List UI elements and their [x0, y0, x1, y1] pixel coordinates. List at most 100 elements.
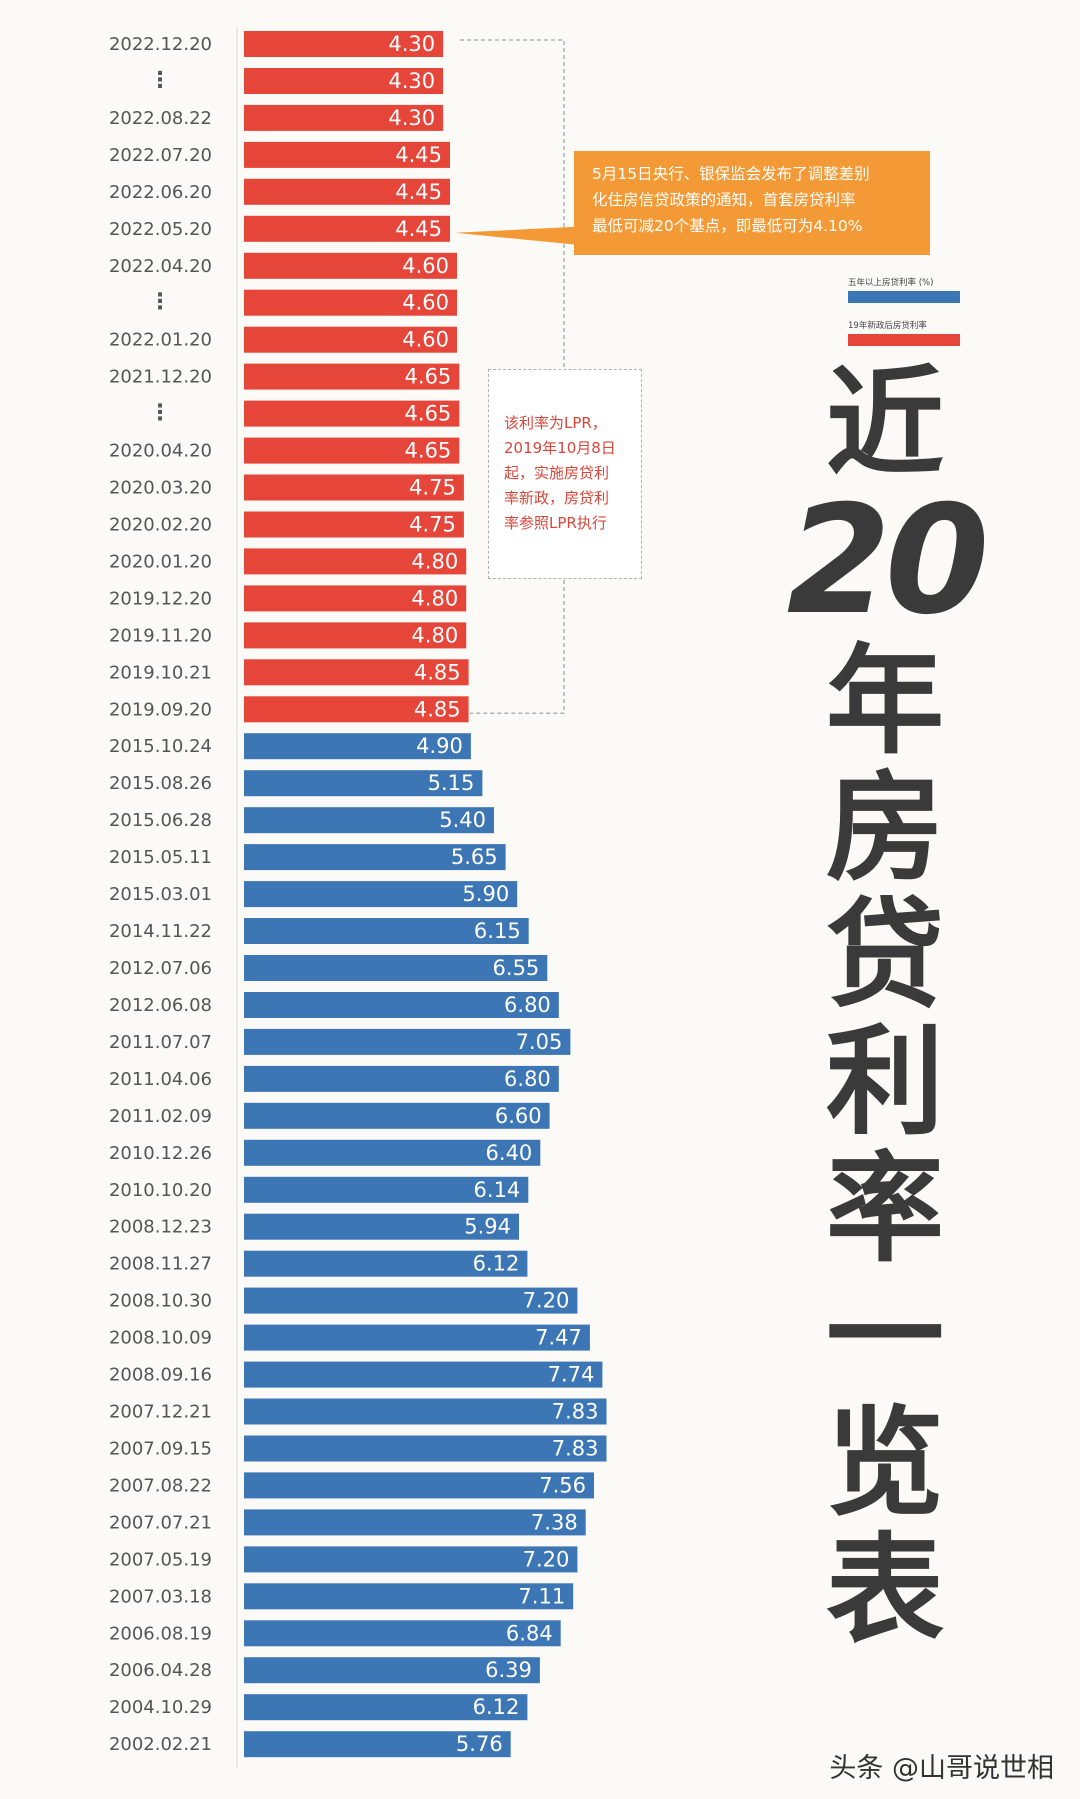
bar-value-label: 5.90 — [462, 882, 509, 906]
bar-value-label: 6.14 — [474, 1178, 521, 1202]
title-char: 利 — [825, 1013, 944, 1151]
bar-lpr — [244, 659, 469, 686]
bar-benchmark — [244, 1102, 550, 1129]
bar-value-label: 4.75 — [409, 476, 456, 500]
bar-benchmark — [244, 807, 494, 834]
bar-benchmark — [244, 1620, 561, 1647]
bar-benchmark — [244, 1509, 586, 1536]
bar-lpr — [244, 548, 467, 575]
bar-value-label: 6.55 — [493, 956, 540, 980]
row-date-label: 2012.06.08 — [109, 995, 212, 1016]
bar-value-label: 5.65 — [451, 845, 498, 869]
bar-value-label: 4.65 — [405, 439, 452, 463]
row-date-label: 2011.02.09 — [109, 1106, 212, 1127]
bar-value-label: 7.83 — [552, 1400, 599, 1424]
title-char: 率 — [825, 1140, 944, 1278]
row-date-label: 2022.01.20 — [109, 330, 212, 351]
row-date-label: 2015.10.24 — [109, 736, 212, 757]
bar-value-label: 6.39 — [485, 1658, 532, 1682]
bar-benchmark — [244, 733, 471, 760]
title-char: 近 — [825, 354, 944, 492]
legend-label-benchmark: 五年以上房贷利率 (%) — [848, 278, 934, 288]
row-date-label: 2008.12.23 — [109, 1217, 212, 1238]
title-char: 贷 — [825, 886, 944, 1024]
bar-value-label: 6.15 — [474, 919, 521, 943]
bar-benchmark — [244, 992, 559, 1018]
bar-value-label: 6.12 — [473, 1695, 520, 1719]
bar-benchmark — [244, 1176, 529, 1203]
bar-value-label: 4.30 — [388, 69, 435, 93]
bar-value-label: 5.40 — [439, 808, 486, 832]
row-date-label: 2019.10.21 — [109, 662, 212, 683]
bar-benchmark — [244, 955, 548, 981]
row-date-label: 2007.03.18 — [109, 1586, 212, 1607]
title-char: 年 — [825, 632, 944, 770]
bar-value-label: 4.80 — [411, 586, 458, 610]
lpr-period-bracket — [460, 39, 565, 715]
bar-value-label: 7.47 — [535, 1326, 582, 1350]
bar-benchmark — [244, 770, 483, 797]
policy-callout-line: 最低可减20个基点，即最低可为4.10% — [592, 217, 863, 235]
row-date-label: 2008.11.27 — [109, 1254, 212, 1275]
bar-benchmark — [244, 1435, 607, 1462]
lpr-note-line: 率新政，房贷利 — [504, 489, 610, 507]
row-labels: 2022.12.20 ⋮ 2022.08.22 2022.07.20 2022.06.2… — [109, 34, 212, 1755]
bar-benchmark — [244, 1546, 578, 1573]
bar-value-label: 4.60 — [402, 328, 449, 352]
bar-benchmark — [244, 1398, 607, 1425]
row-date-label: 2022.05.20 — [109, 219, 212, 240]
row-date-label: 2006.08.19 — [109, 1623, 212, 1644]
bar-lpr — [244, 474, 464, 501]
bar-value-label: 4.60 — [402, 291, 449, 315]
row-date-label: 2021.12.20 — [109, 367, 212, 388]
bar-benchmark — [244, 1028, 571, 1055]
bar-benchmark — [244, 1065, 559, 1092]
bar-value-label: 4.85 — [414, 697, 461, 721]
row-date-label: 2019.09.20 — [109, 699, 212, 720]
row-date-label: 2022.07.20 — [109, 145, 212, 166]
bar-benchmark — [244, 844, 506, 871]
title-char: 览 — [825, 1394, 944, 1532]
bar-value-label: 4.45 — [395, 217, 442, 241]
bars — [236, 27, 607, 1769]
row-date-label: 2020.01.20 — [109, 551, 212, 572]
legend-swatch-benchmark — [848, 291, 960, 303]
row-date-label: 2007.07.21 — [109, 1512, 212, 1533]
policy-callout-line: 5月15日央行、银保监会发布了调整差别 — [592, 165, 870, 183]
row-date-label: 2019.11.20 — [109, 625, 212, 646]
lpr-note-line: 起，实施房贷利 — [504, 464, 610, 482]
bar-lpr — [244, 289, 457, 316]
row-date-label: 2008.09.16 — [109, 1365, 212, 1386]
bar-lpr — [244, 178, 450, 205]
row-date-label: 2015.08.26 — [109, 773, 212, 794]
row-date-label: 2020.04.20 — [109, 441, 212, 462]
row-separator: ⋮ — [149, 68, 171, 93]
policy-callout: 5月15日央行、银保监会发布了调整差别 化住房信贷政策的通知，首套房贷利率 最低… — [574, 151, 930, 255]
bar-lpr — [244, 696, 469, 723]
row-date-label: 2015.03.01 — [109, 884, 212, 905]
bar-value-label: 7.56 — [539, 1473, 586, 1497]
bar-value-label: 4.30 — [388, 32, 435, 56]
bar-value-label: 7.38 — [531, 1510, 578, 1534]
bar-value-label: 4.45 — [395, 143, 442, 167]
bar-benchmark — [244, 881, 518, 908]
bar-benchmark — [244, 1472, 594, 1499]
bar-value-label: 5.94 — [464, 1215, 511, 1239]
row-date-label: 2022.04.20 — [109, 256, 212, 277]
bar-value-label: 4.90 — [416, 734, 463, 758]
row-date-label: 2014.11.22 — [109, 921, 212, 942]
bar-benchmark — [244, 918, 529, 944]
bar-value-label: 7.11 — [518, 1584, 565, 1608]
bar-lpr — [244, 363, 460, 390]
row-date-label: 2011.07.07 — [109, 1032, 212, 1053]
bar-value-label: 7.20 — [523, 1289, 570, 1313]
bar-value-label: 7.83 — [552, 1437, 599, 1461]
bar-value-label: 5.76 — [456, 1732, 503, 1756]
lpr-note-line: 率参照LPR执行 — [504, 514, 607, 532]
row-date-label: 2022.08.22 — [109, 108, 212, 129]
bar-value-label: 7.74 — [548, 1363, 595, 1387]
bar-value-label: 6.60 — [495, 1104, 542, 1128]
legend-label-lpr: 19年新政后房贷利率 — [848, 321, 927, 331]
row-date-label: 2007.05.19 — [109, 1549, 212, 1570]
bar-lpr — [244, 141, 450, 168]
